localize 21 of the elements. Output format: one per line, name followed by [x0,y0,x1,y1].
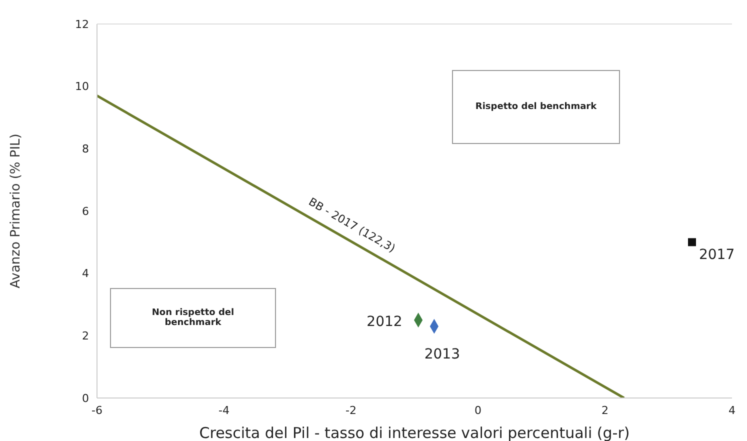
y-tick-label: 10 [75,80,89,94]
x-axis-title: Crescita del Pil - tasso di interesse valori percentuali (g-r) [199,424,630,441]
x-tick-label: -6 [92,404,102,417]
y-axis-title: Avanzo Primario (% PIL) [8,134,24,288]
y-tick-label: 4 [82,267,89,280]
annotation: 2013 [424,346,460,362]
y-tick-label: 6 [82,204,89,218]
annotation: 2012 [366,314,402,330]
text-box: Rispetto del benchmark [452,70,620,144]
x-tick-label: -4 [218,404,230,417]
point [688,238,696,246]
y-tick-label: 0 [82,392,89,405]
x-tick-label: 2 [602,404,608,417]
text-box: Non rispetto del benchmark [110,288,276,348]
y-tick-label: 12 [75,18,89,31]
x-tick-label: 4 [728,404,736,417]
y-tick-label: 2 [82,330,89,343]
x-tick-label: -2 [346,404,356,417]
x-tick-label: 0 [474,404,482,417]
annotation: 2017 [698,247,735,264]
y-tick-label: 8 [82,142,89,156]
